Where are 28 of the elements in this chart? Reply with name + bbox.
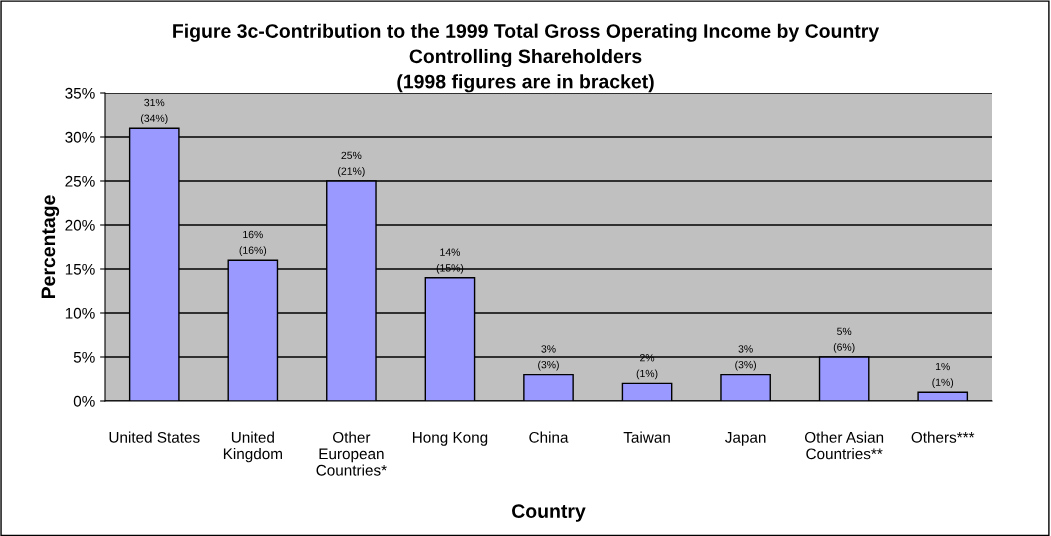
x-tick-label: Hong Kong: [412, 432, 488, 446]
y-tick-label: 25%: [65, 175, 95, 187]
x-axis-title: Country: [512, 504, 586, 522]
y-tick-label: 5%: [73, 351, 95, 363]
data-label: 25% (21%): [338, 151, 365, 177]
data-label: 1% (1%): [932, 362, 954, 389]
y-tick-label: 35%: [65, 87, 95, 99]
x-tick-label: China: [529, 431, 569, 443]
x-tick-label: Japan: [725, 432, 766, 446]
y-tick-label: 20%: [65, 219, 95, 231]
data-label: 3% (3%): [538, 345, 559, 371]
y-tick-label: 10%: [65, 307, 95, 319]
y-tick-label: 15%: [65, 263, 95, 275]
x-tick-label: Taiwan: [623, 431, 670, 443]
data-label: 3% (3%): [735, 345, 756, 371]
x-tick-label: Others***: [911, 431, 975, 443]
y-axis-title: Percentage: [41, 195, 60, 299]
y-tick-label: 30%: [65, 131, 95, 143]
chart-title: Figure 3c-Contribution to the 1999 Total Gross Operating Income by Country Controlling Shareholders (1998 figures are in bracket): [173, 23, 880, 93]
x-tick-label: United Kingdom: [223, 431, 282, 463]
data-label: 31% (34%): [141, 98, 168, 125]
x-tick-label: Other Asian Countries**: [804, 431, 884, 460]
data-label: 2% (1%): [636, 354, 658, 380]
y-tick-label: 0%: [73, 395, 95, 407]
data-label: 16% (16%): [239, 230, 267, 257]
x-tick-label: United States: [109, 431, 200, 443]
data-label: 5% (6%): [833, 327, 855, 353]
x-tick-label: Other European Countries*: [316, 431, 387, 476]
